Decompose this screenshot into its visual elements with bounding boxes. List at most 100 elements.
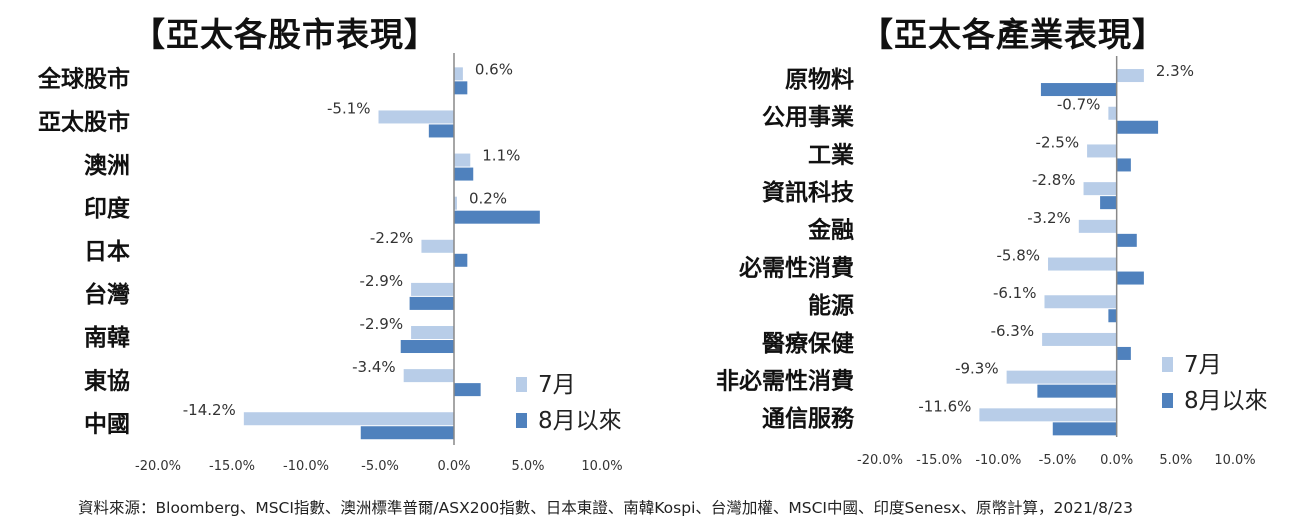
- category-label: 能源: [808, 292, 854, 319]
- bar-jul: [979, 408, 1117, 422]
- bar-aug: [400, 340, 454, 354]
- bar-jul: [1087, 144, 1117, 158]
- data-label: -2.8%: [1032, 171, 1076, 189]
- category-label: 公用事業: [762, 104, 855, 131]
- bar-aug: [409, 296, 454, 310]
- x-tick-label: -10.0%: [283, 459, 329, 474]
- bar-jul: [411, 282, 454, 296]
- category-label: 必需性消費: [739, 254, 854, 281]
- bar-aug: [1116, 271, 1144, 285]
- bar-jul: [454, 196, 457, 210]
- x-tick-label: -20.0%: [857, 453, 903, 468]
- data-label: -14.2%: [183, 401, 236, 419]
- legend-label-jul: 7月: [538, 372, 576, 398]
- legend-label-aug: 8月以來: [538, 408, 622, 434]
- legend-label-aug: 8月以來: [1184, 388, 1268, 414]
- bar-jul: [1044, 295, 1117, 309]
- legend-swatch-jul: [516, 377, 527, 392]
- category-label: 東協: [84, 368, 130, 394]
- bar-jul: [1048, 257, 1117, 271]
- x-tick-label: -5.0%: [1039, 453, 1077, 468]
- bar-aug: [1116, 346, 1131, 360]
- bar-aug: [1108, 309, 1117, 323]
- bar-jul: [1083, 182, 1117, 196]
- data-label: -2.9%: [360, 272, 404, 290]
- data-label: -3.4%: [352, 358, 396, 376]
- category-label: 日本: [84, 239, 130, 265]
- data-label: -6.3%: [991, 322, 1035, 340]
- x-tick-label: 5.0%: [511, 459, 544, 474]
- data-label: -0.7%: [1057, 96, 1101, 114]
- data-label: 0.2%: [469, 190, 507, 208]
- category-label: 中國: [84, 411, 130, 437]
- bar-aug: [1100, 196, 1117, 210]
- bar-aug: [1037, 384, 1117, 398]
- category-label: 醫療保健: [762, 330, 854, 357]
- bar-jul: [421, 239, 454, 253]
- bar-jul: [378, 110, 454, 124]
- x-tick-label: 0.0%: [437, 459, 470, 474]
- bar-jul: [411, 326, 454, 340]
- x-tick-label: -10.0%: [975, 453, 1021, 468]
- category-label: 工業: [808, 141, 855, 168]
- legend-swatch-aug: [1162, 393, 1173, 408]
- category-label: 資訊科技: [762, 179, 855, 206]
- legend-swatch-aug: [516, 413, 527, 428]
- bar-aug: [454, 210, 540, 224]
- data-label: -11.6%: [918, 397, 971, 415]
- x-tick-label: -15.0%: [209, 459, 255, 474]
- x-tick-label: 10.0%: [581, 459, 622, 474]
- data-label: -2.9%: [360, 315, 404, 333]
- x-tick-label: 0.0%: [1100, 453, 1133, 468]
- category-label: 全球股市: [37, 66, 130, 93]
- bar-aug: [454, 167, 474, 181]
- chart-title-markets: 【亞太各股市表現】: [132, 15, 438, 54]
- bar-jul: [1042, 332, 1117, 346]
- category-label: 金融: [807, 217, 854, 244]
- data-label: -3.2%: [1027, 209, 1071, 227]
- bar-aug: [454, 253, 468, 267]
- bar-aug: [454, 81, 468, 95]
- bar-aug: [1052, 422, 1117, 436]
- data-label: -2.5%: [1036, 133, 1080, 151]
- category-label: 原物料: [785, 66, 854, 93]
- data-label: -2.2%: [370, 229, 414, 247]
- bar-aug: [360, 426, 454, 440]
- x-tick-label: -20.0%: [135, 459, 181, 474]
- bar-jul: [1108, 106, 1117, 120]
- data-label: 0.6%: [475, 60, 513, 78]
- bar-aug: [428, 124, 454, 138]
- data-label: -5.8%: [997, 247, 1041, 265]
- data-label: -9.3%: [955, 360, 999, 378]
- bar-jul: [1006, 370, 1117, 384]
- bar-jul: [454, 153, 471, 167]
- x-tick-label: -5.0%: [361, 459, 399, 474]
- category-label: 印度: [84, 195, 131, 222]
- x-tick-label: 5.0%: [1159, 453, 1192, 468]
- data-label: 2.3%: [1156, 62, 1194, 80]
- bar-jul: [403, 369, 454, 383]
- category-label: 台灣: [84, 281, 130, 308]
- data-label: -6.1%: [993, 284, 1037, 302]
- bar-jul: [243, 412, 454, 426]
- category-label: 通信服務: [762, 405, 855, 432]
- x-tick-label: 10.0%: [1214, 453, 1255, 468]
- bar-jul: [1078, 219, 1117, 233]
- data-label: 1.1%: [482, 147, 520, 165]
- legend-swatch-jul: [1162, 357, 1173, 372]
- category-label: 亞太股市: [38, 109, 130, 136]
- bar-aug: [1116, 120, 1159, 134]
- data-label: -5.1%: [327, 99, 371, 117]
- source-note: 資料來源：Bloomberg、MSCI指數、澳洲標準普爾/ASX200指數、日本…: [78, 499, 1133, 517]
- bar-aug: [1040, 83, 1117, 97]
- bar-aug: [1116, 233, 1137, 247]
- category-label: 澳洲: [84, 153, 130, 179]
- chart-title-sectors: 【亞太各產業表現】: [860, 15, 1166, 54]
- bar-jul: [454, 67, 463, 81]
- category-label: 南韓: [84, 324, 130, 351]
- bar-aug: [454, 383, 481, 397]
- bar-aug: [1116, 158, 1131, 172]
- legend-label-jul: 7月: [1184, 352, 1222, 378]
